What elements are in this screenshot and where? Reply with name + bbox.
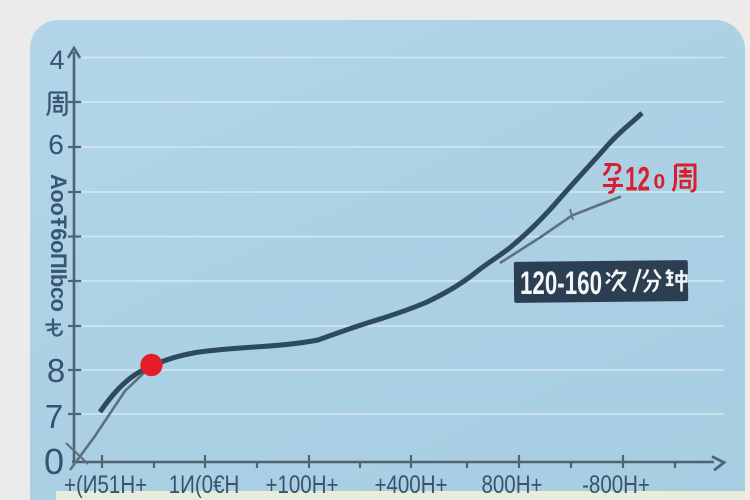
- svg-text:120-160: 120-160: [520, 265, 602, 301]
- svg-text:12: 12: [625, 161, 650, 199]
- svg-text:0: 0: [654, 171, 666, 194]
